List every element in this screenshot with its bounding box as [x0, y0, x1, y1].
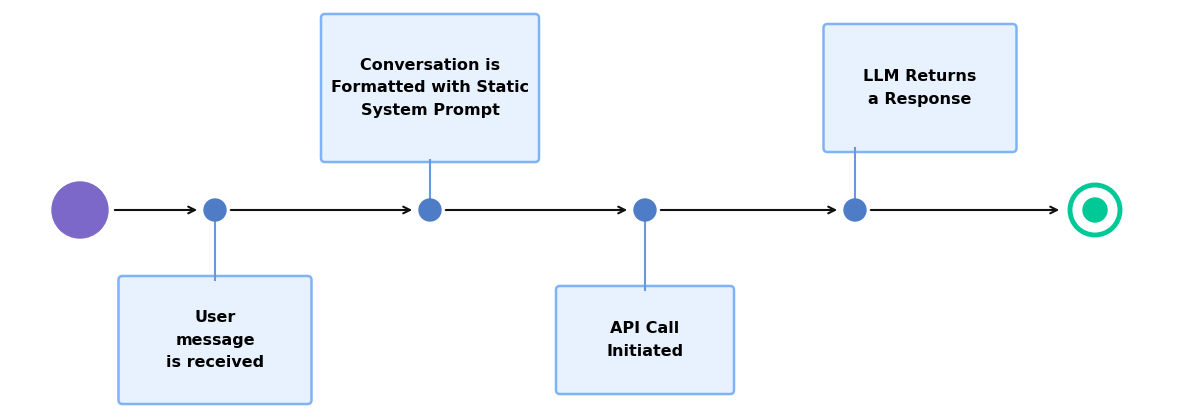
Text: Conversation is
Formatted with Static
System Prompt: Conversation is Formatted with Static Sy… [331, 58, 529, 118]
Text: User
message
is received: User message is received [166, 310, 264, 370]
Circle shape [204, 199, 226, 221]
Circle shape [52, 182, 108, 238]
FancyBboxPatch shape [119, 276, 312, 404]
Circle shape [634, 199, 656, 221]
Circle shape [1084, 198, 1108, 222]
FancyBboxPatch shape [322, 14, 539, 162]
FancyBboxPatch shape [556, 286, 734, 394]
Circle shape [844, 199, 866, 221]
Circle shape [419, 199, 442, 221]
Text: LLM Returns
a Response: LLM Returns a Response [863, 69, 977, 107]
FancyBboxPatch shape [823, 24, 1016, 152]
Circle shape [1070, 185, 1120, 235]
Text: API Call
Initiated: API Call Initiated [606, 321, 684, 359]
